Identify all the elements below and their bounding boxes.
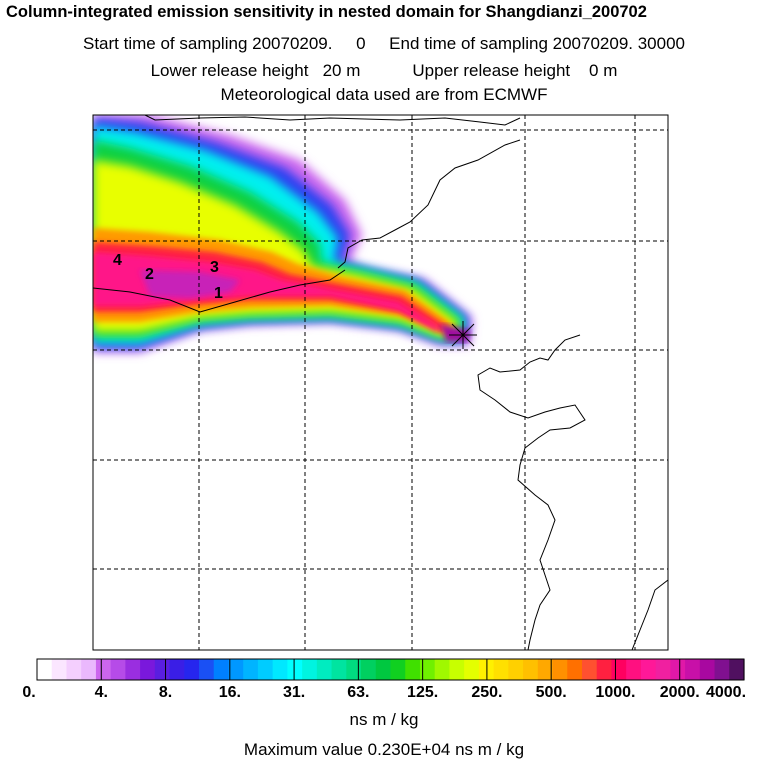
- colorbar-swatch: [257, 659, 274, 680]
- colorbar-swatch: [81, 659, 97, 680]
- colorbar-swatch: [655, 659, 671, 680]
- colorbar-tick-label: 16.: [218, 684, 241, 701]
- colorbar-tick-label: 31.: [282, 684, 306, 701]
- colorbar-swatch: [199, 659, 215, 680]
- colorbar-swatch: [213, 659, 230, 680]
- colorbar-swatch: [361, 659, 377, 680]
- plume-layer-violet: [140, 270, 240, 298]
- coastline-east-edge: [631, 579, 668, 650]
- colorbar-swatch: [581, 659, 598, 680]
- colorbar-swatch: [169, 659, 185, 680]
- colorbar-swatch: [346, 659, 362, 680]
- colorbar-swatch: [640, 659, 657, 680]
- colorbar-tick-label: 2000.: [659, 684, 700, 701]
- colorbar-swatch: [449, 659, 465, 680]
- colorbar-swatch: [729, 659, 745, 680]
- colorbar-swatch: [110, 659, 126, 680]
- colorbar-tick-label: 1000.: [595, 684, 636, 701]
- colorbar-swatch: [670, 659, 686, 680]
- colorbar-tick-label: 8.: [158, 684, 173, 701]
- colorbar-swatch: [523, 659, 539, 680]
- sensitivity-field: [93, 115, 472, 352]
- colorbar-swatch: [699, 659, 716, 680]
- colorbar-swatch: [375, 659, 392, 680]
- colorbar-swatch: [419, 659, 436, 680]
- cluster-label-3: 3: [210, 259, 219, 276]
- colorbar-swatch: [714, 659, 730, 680]
- maximum-value-note: Maximum value 0.230E+04 ns m / kg: [243, 740, 525, 759]
- colorbar-swatch: [390, 659, 406, 680]
- colorbar-tick-label: 63.: [347, 684, 370, 701]
- cluster-label-1: 1: [214, 285, 223, 302]
- colorbar-frame: [36, 658, 745, 681]
- colorbar-swatch: [125, 659, 141, 680]
- lat-lon-grid: [93, 115, 668, 650]
- colorbar-swatch: [596, 659, 613, 680]
- receptor-cross-icon: [449, 321, 477, 349]
- colorbar-swatch: [66, 659, 82, 680]
- coastline-korea-west: [477, 334, 586, 650]
- map-frame: [92, 114, 669, 651]
- colorbar-swatch: [537, 659, 554, 680]
- colorbar-swatch: [51, 659, 68, 680]
- cluster-label-4: 4: [113, 252, 122, 269]
- border-upper: [144, 115, 521, 126]
- colorbar-swatch: [405, 659, 421, 680]
- colorbar-swatch: [331, 659, 347, 680]
- colorbar-tick-label: 500.: [535, 684, 567, 701]
- colorbar-swatch: [464, 659, 480, 680]
- colorbar-swatch: [493, 659, 509, 680]
- colorbar-swatch: [95, 659, 112, 680]
- coastline-bay-north: [337, 139, 521, 269]
- colorbar-swatch: [154, 659, 171, 680]
- colorbar-swatch: [434, 659, 451, 680]
- colorbar-swatch: [316, 659, 333, 680]
- cluster-label-2: 2: [145, 266, 154, 283]
- colorbar-swatch: [140, 659, 156, 680]
- figure-title: Column-integrated emission sensitivity i…: [6, 3, 647, 21]
- colorbar-swatch: [508, 659, 524, 680]
- colorbar-swatch: [228, 659, 244, 680]
- colorbar-swatch: [685, 659, 701, 680]
- colorbar-swatch: [287, 659, 303, 680]
- meteo-data-line: Meteorological data used are from ECMWF: [220, 85, 548, 104]
- sampling-time-line: Start time of sampling 20070209. 0 End t…: [83, 34, 685, 53]
- colorbar-tick-label: 0.: [22, 684, 36, 701]
- colorbar-swatch: [302, 659, 318, 680]
- colorbar-swatch: [611, 659, 627, 680]
- colorbar-swatch: [272, 659, 288, 680]
- colorbar-tick-label: 4.: [94, 684, 108, 701]
- colorbar: [37, 659, 745, 680]
- release-height-line: Lower release height 20 m Upper release …: [150, 61, 618, 80]
- colorbar-tick-label: 4000.: [705, 684, 747, 701]
- colorbar-tick-label: 125.: [407, 684, 439, 701]
- colorbar-units: ns m / kg: [349, 710, 419, 729]
- colorbar-swatch: [552, 659, 568, 680]
- colorbar-swatch: [37, 659, 53, 680]
- colorbar-swatch: [567, 659, 583, 680]
- border-inner-mongolia: [93, 269, 346, 313]
- colorbar-swatch: [184, 659, 200, 680]
- colorbar-swatch: [626, 659, 642, 680]
- colorbar-swatch: [243, 659, 259, 680]
- coastlines: [93, 115, 668, 650]
- colorbar-tick-label: 250.: [471, 684, 503, 701]
